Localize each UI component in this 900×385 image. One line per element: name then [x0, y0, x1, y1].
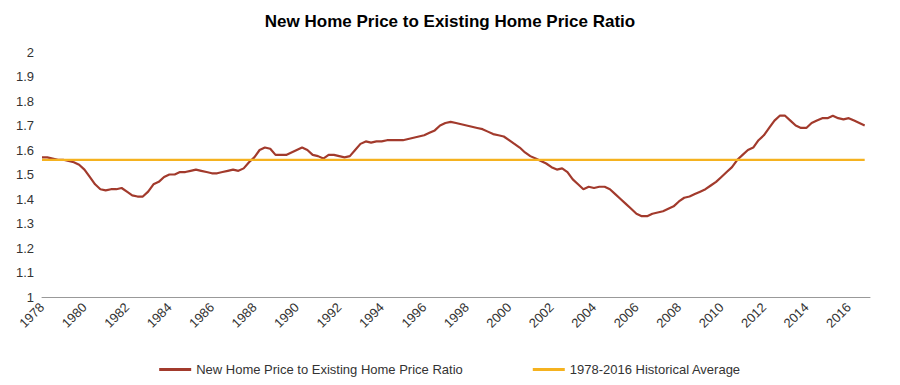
svg-text:New Home Price to Existing Hom: New Home Price to Existing Home Price Ra… [196, 362, 463, 377]
svg-text:1986: 1986 [186, 300, 217, 331]
svg-text:1.4: 1.4 [16, 192, 34, 207]
svg-text:2004: 2004 [568, 300, 599, 331]
svg-text:1984: 1984 [144, 300, 175, 331]
svg-text:1994: 1994 [356, 300, 387, 331]
svg-text:1.5: 1.5 [16, 167, 34, 182]
svg-text:2016: 2016 [823, 300, 854, 331]
svg-text:1.6: 1.6 [16, 143, 34, 158]
svg-text:2000: 2000 [483, 300, 514, 331]
svg-text:1996: 1996 [398, 300, 429, 331]
svg-text:New Home Price to Existing Hom: New Home Price to Existing Home Price Ra… [265, 12, 635, 31]
svg-text:1990: 1990 [271, 300, 302, 331]
svg-text:2002: 2002 [526, 300, 557, 331]
svg-text:1: 1 [26, 289, 34, 305]
svg-text:1992: 1992 [313, 300, 344, 331]
svg-text:2006: 2006 [611, 300, 642, 331]
svg-text:1978-2016 Historical Average: 1978-2016 Historical Average [570, 362, 740, 377]
svg-text:2010: 2010 [696, 300, 727, 331]
svg-text:1.1: 1.1 [16, 265, 34, 280]
svg-text:1.7: 1.7 [16, 118, 34, 133]
svg-text:1.9: 1.9 [16, 69, 34, 84]
svg-text:1988: 1988 [229, 300, 260, 331]
svg-text:2012: 2012 [738, 300, 769, 331]
svg-text:1.3: 1.3 [16, 216, 34, 231]
svg-text:1978: 1978 [16, 300, 47, 331]
svg-text:2008: 2008 [653, 300, 684, 331]
svg-text:1980: 1980 [59, 300, 90, 331]
svg-text:1.2: 1.2 [16, 241, 34, 256]
svg-text:2: 2 [27, 45, 34, 60]
svg-text:1.8: 1.8 [16, 94, 34, 109]
svg-text:1998: 1998 [441, 300, 472, 331]
svg-text:1982: 1982 [101, 300, 132, 331]
svg-text:2014: 2014 [781, 300, 812, 331]
